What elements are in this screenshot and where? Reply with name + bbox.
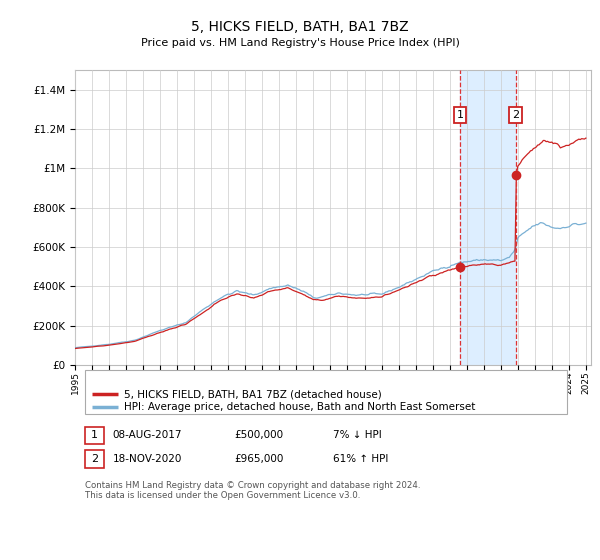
Text: 08-AUG-2017: 08-AUG-2017 (113, 430, 182, 440)
Text: 1: 1 (457, 110, 463, 120)
Bar (460, 70, 516, 365)
Text: 5, HICKS FIELD, BATH, BA1 7BZ (detached house): 5, HICKS FIELD, BATH, BA1 7BZ (detached … (124, 389, 382, 399)
Text: 2: 2 (512, 110, 519, 120)
Text: 5, HICKS FIELD, BATH, BA1 7BZ: 5, HICKS FIELD, BATH, BA1 7BZ (191, 20, 409, 34)
FancyBboxPatch shape (85, 427, 104, 444)
Text: £965,000: £965,000 (234, 454, 283, 464)
FancyBboxPatch shape (85, 450, 104, 468)
Text: 18-NOV-2020: 18-NOV-2020 (113, 454, 182, 464)
Text: Price paid vs. HM Land Registry's House Price Index (HPI): Price paid vs. HM Land Registry's House … (140, 38, 460, 48)
Text: £500,000: £500,000 (234, 430, 283, 440)
Text: 61% ↑ HPI: 61% ↑ HPI (333, 454, 388, 464)
Text: Contains HM Land Registry data © Crown copyright and database right 2024.
This d: Contains HM Land Registry data © Crown c… (85, 480, 421, 500)
Text: 1: 1 (91, 430, 98, 440)
Text: HPI: Average price, detached house, Bath and North East Somerset: HPI: Average price, detached house, Bath… (124, 402, 475, 412)
FancyBboxPatch shape (85, 370, 567, 414)
Text: 7% ↓ HPI: 7% ↓ HPI (333, 430, 382, 440)
Text: 2: 2 (91, 454, 98, 464)
